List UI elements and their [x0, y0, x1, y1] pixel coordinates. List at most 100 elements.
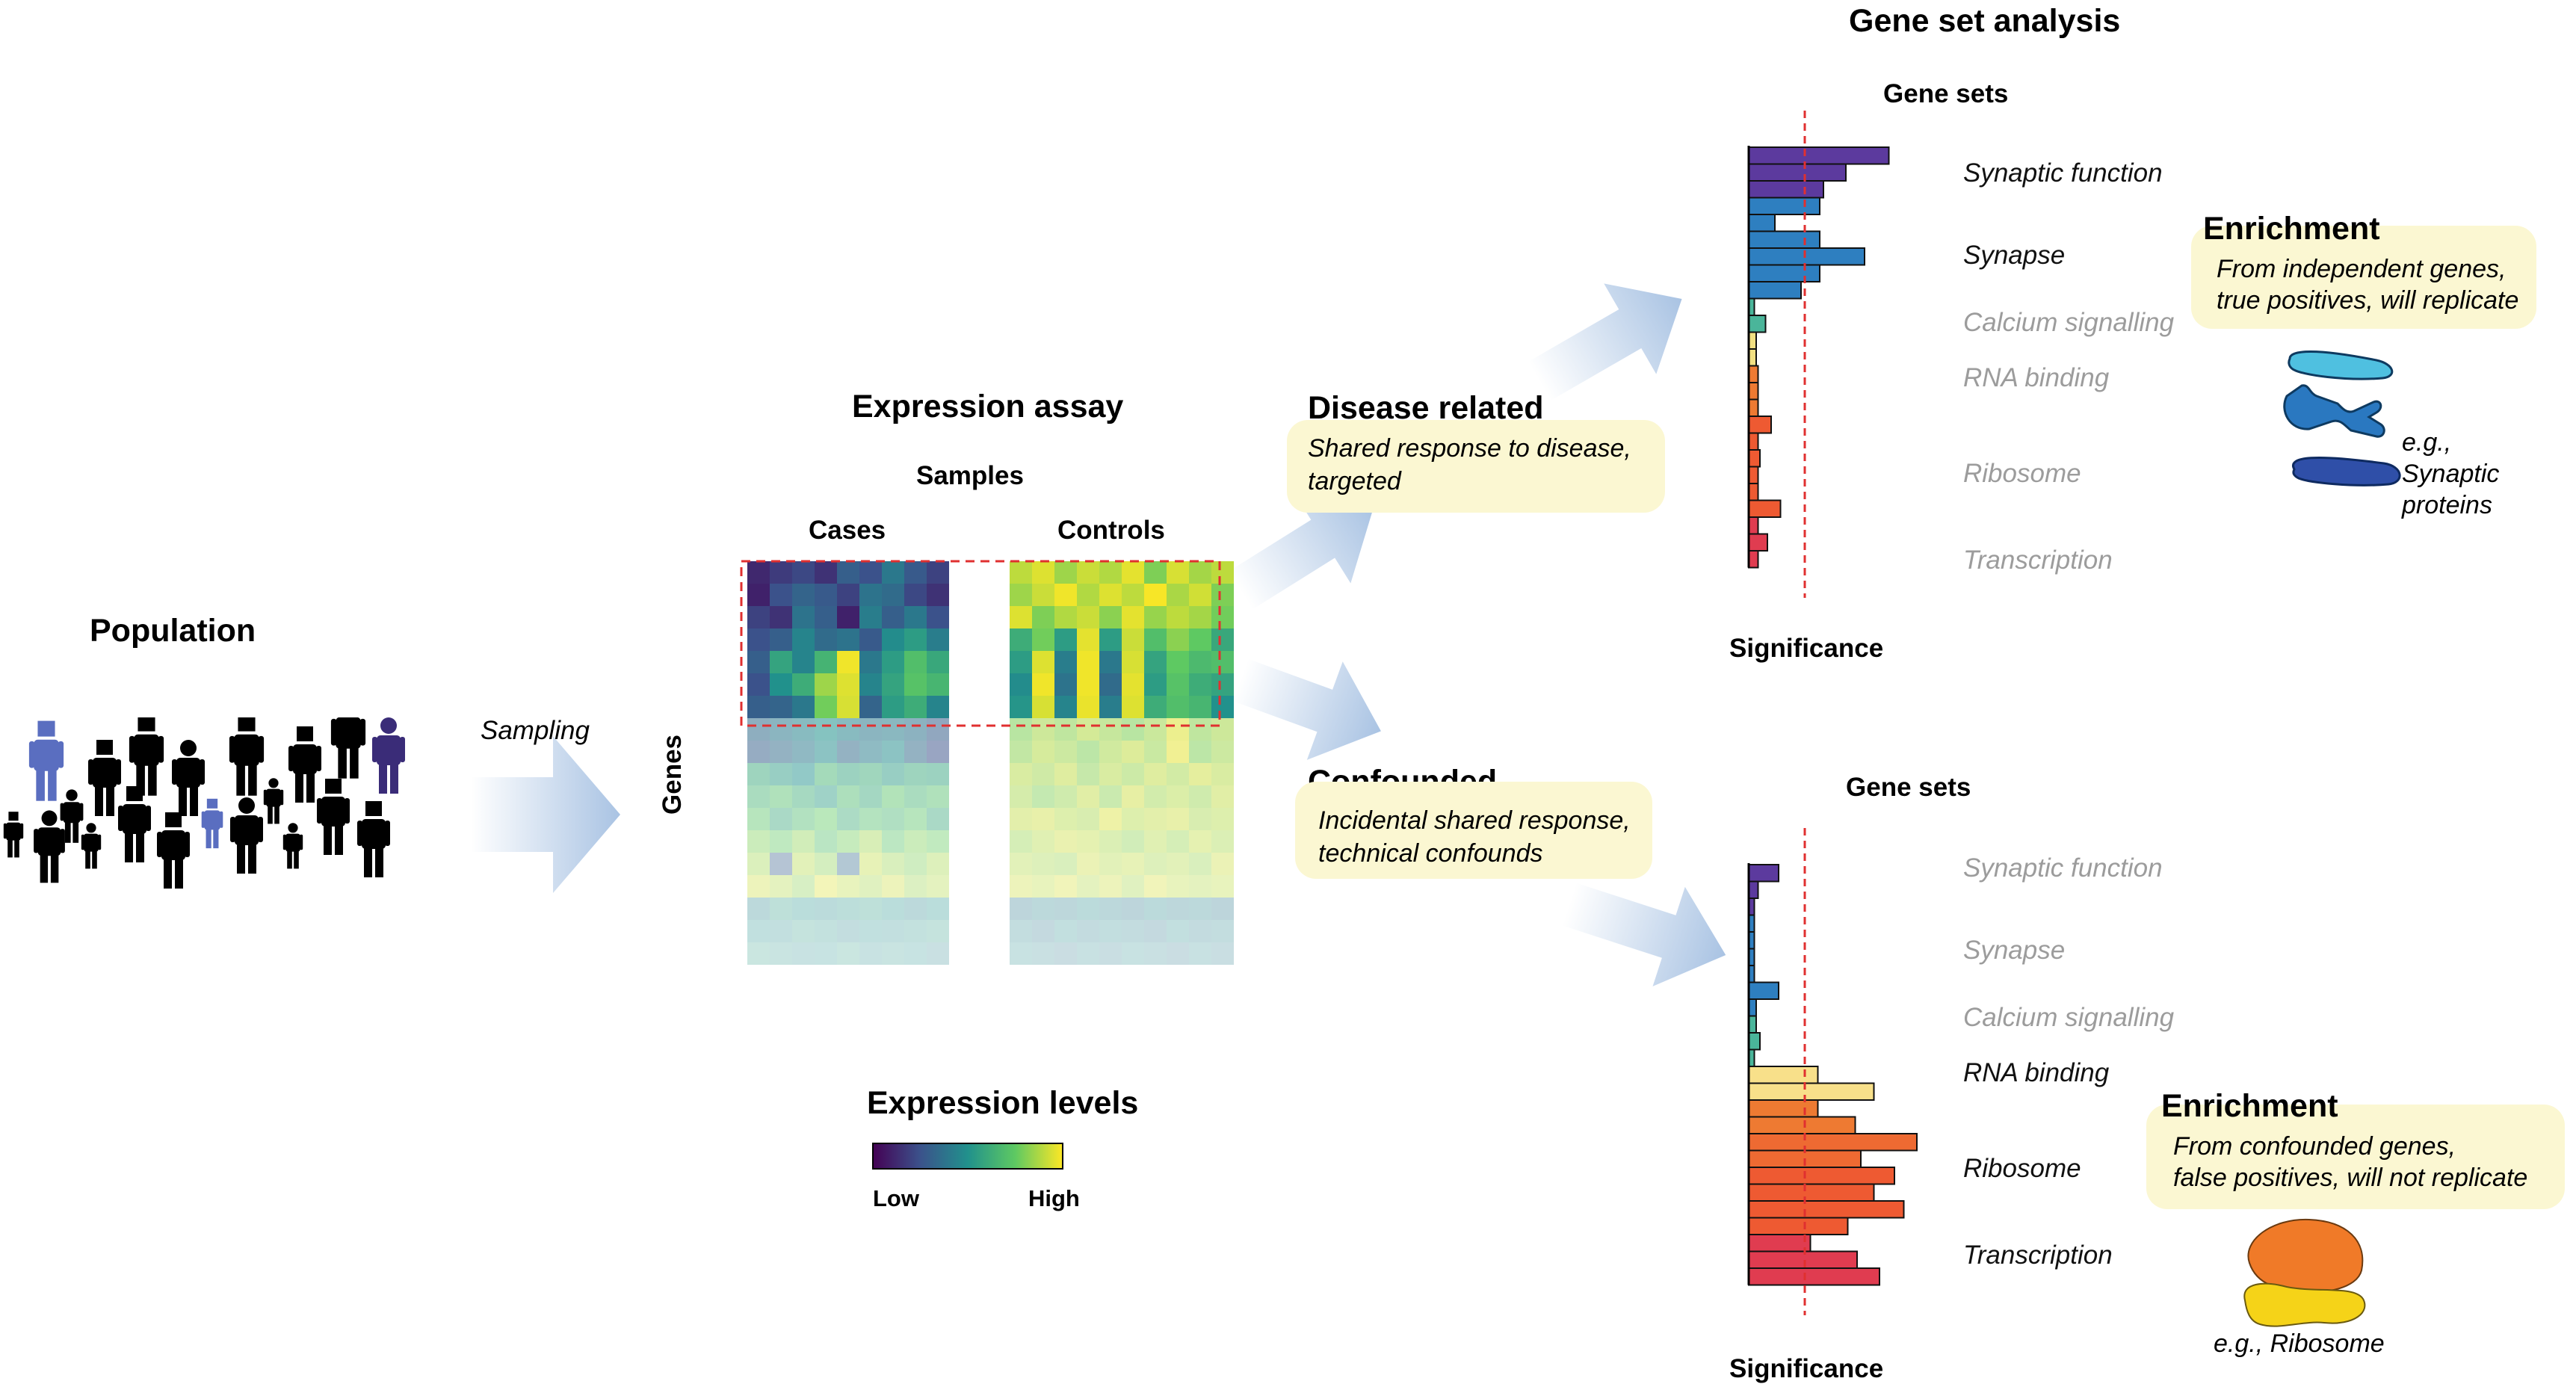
- cases-cell: [815, 628, 837, 651]
- person-icon: [3, 812, 24, 858]
- controls-cell: [1010, 763, 1032, 785]
- cases-cell: [837, 898, 859, 920]
- heatmap: [740, 560, 1234, 965]
- cases-cell: [792, 606, 815, 628]
- controls-cell: [1099, 830, 1122, 853]
- top-chart-bar: [1748, 499, 1782, 518]
- cases-cell: [904, 875, 927, 898]
- legend-colorbar: [872, 1143, 1063, 1170]
- controls-cell: [1077, 875, 1099, 898]
- controls-cell: [1167, 696, 1189, 718]
- cases-cell: [770, 606, 792, 628]
- cases-cell: [747, 628, 770, 651]
- controls-cell: [1211, 561, 1234, 584]
- controls-cell: [1167, 763, 1189, 785]
- cases-cell: [904, 628, 927, 651]
- controls-cell: [1054, 785, 1077, 808]
- controls-cell: [1167, 830, 1189, 853]
- controls-cell: [1167, 718, 1189, 741]
- bottom-label-rna-binding: RNA binding: [1963, 1058, 2110, 1087]
- controls-cell: [1054, 920, 1077, 942]
- controls-cell: [1077, 942, 1099, 965]
- cases-cell: [792, 584, 815, 606]
- cases-cell: [859, 942, 882, 965]
- controls-cell: [1211, 785, 1234, 808]
- controls-cell: [1167, 808, 1189, 830]
- cases-cell: [792, 875, 815, 898]
- cases-cell: [904, 898, 927, 920]
- cases-cell: [859, 763, 882, 785]
- controls-cell: [1167, 920, 1189, 942]
- top-label-ribosome: Ribosome: [1963, 459, 2081, 488]
- person-icon: [28, 720, 64, 801]
- bottom-chart-bar: [1748, 1082, 1875, 1101]
- bottom-chart-bar: [1748, 1234, 1811, 1252]
- cases-cell: [747, 561, 770, 584]
- bottom-chart-bar: [1748, 864, 1779, 883]
- controls-cell: [1099, 785, 1122, 808]
- cases-cell: [747, 651, 770, 673]
- person-icon: [229, 717, 265, 796]
- top-chart-bar: [1748, 382, 1759, 401]
- controls-cell: [1032, 628, 1054, 651]
- controls-cell: [1054, 584, 1077, 606]
- controls-cell: [1211, 808, 1234, 830]
- controls-cell: [1189, 763, 1211, 785]
- cases-cell: [747, 763, 770, 785]
- person-icon: [157, 812, 190, 889]
- cases-cell: [792, 763, 815, 785]
- top-chart-bar: [1748, 180, 1824, 199]
- cases-cell: [882, 830, 904, 853]
- top-chart-bar: [1748, 247, 1865, 266]
- cases-cell: [837, 785, 859, 808]
- controls-cell: [1032, 606, 1054, 628]
- controls-cell: [1189, 741, 1211, 763]
- population-people: [3, 717, 405, 889]
- controls-cell: [1077, 763, 1099, 785]
- cases-cell: [770, 651, 792, 673]
- controls-cell: [1010, 785, 1032, 808]
- controls-cell: [1167, 741, 1189, 763]
- controls-cell: [1167, 673, 1189, 696]
- cases-cell: [904, 606, 927, 628]
- cases-cell: [747, 696, 770, 718]
- cases-cell: [815, 898, 837, 920]
- controls-cell: [1032, 696, 1054, 718]
- cases-cell: [792, 920, 815, 942]
- cases-cell: [927, 718, 949, 741]
- cases-cell: [859, 808, 882, 830]
- controls-cell: [1077, 651, 1099, 673]
- cases-cell: [770, 898, 792, 920]
- controls-cell: [1010, 628, 1032, 651]
- cases-cell: [837, 875, 859, 898]
- controls-cell: [1010, 673, 1032, 696]
- controls-cell: [1077, 920, 1099, 942]
- controls-cell: [1032, 673, 1054, 696]
- top-chart-bar: [1748, 264, 1820, 282]
- controls-cell: [1054, 561, 1077, 584]
- top-chart-bar: [1748, 398, 1759, 417]
- controls-cell: [1144, 651, 1167, 673]
- highlight-box: [740, 560, 1221, 727]
- bottom-label-calcium-signalling: Calcium signalling: [1963, 1003, 2175, 1032]
- controls-cell: [1099, 696, 1122, 718]
- top-chart-bar: [1748, 163, 1847, 182]
- cases-cell: [882, 763, 904, 785]
- cases-cell: [747, 584, 770, 606]
- cases-cell: [904, 651, 927, 673]
- cases-cell: [815, 741, 837, 763]
- cases-cell: [792, 628, 815, 651]
- cases-cell: [770, 942, 792, 965]
- cases-cell: [792, 830, 815, 853]
- controls-cell: [1189, 561, 1211, 584]
- top-chart-bar: [1748, 146, 1890, 165]
- cases-cell: [837, 741, 859, 763]
- bottom-label-synaptic-function: Synaptic function: [1963, 853, 2163, 883]
- cases-cell: [815, 875, 837, 898]
- disease-note-line1: Shared response to disease,: [1308, 434, 1631, 463]
- controls-cell: [1211, 741, 1234, 763]
- controls-cell: [1144, 875, 1167, 898]
- top-label-synaptic-function: Synaptic function: [1963, 158, 2163, 188]
- cases-cell: [859, 741, 882, 763]
- confounded-arrow-1: [1232, 658, 1381, 760]
